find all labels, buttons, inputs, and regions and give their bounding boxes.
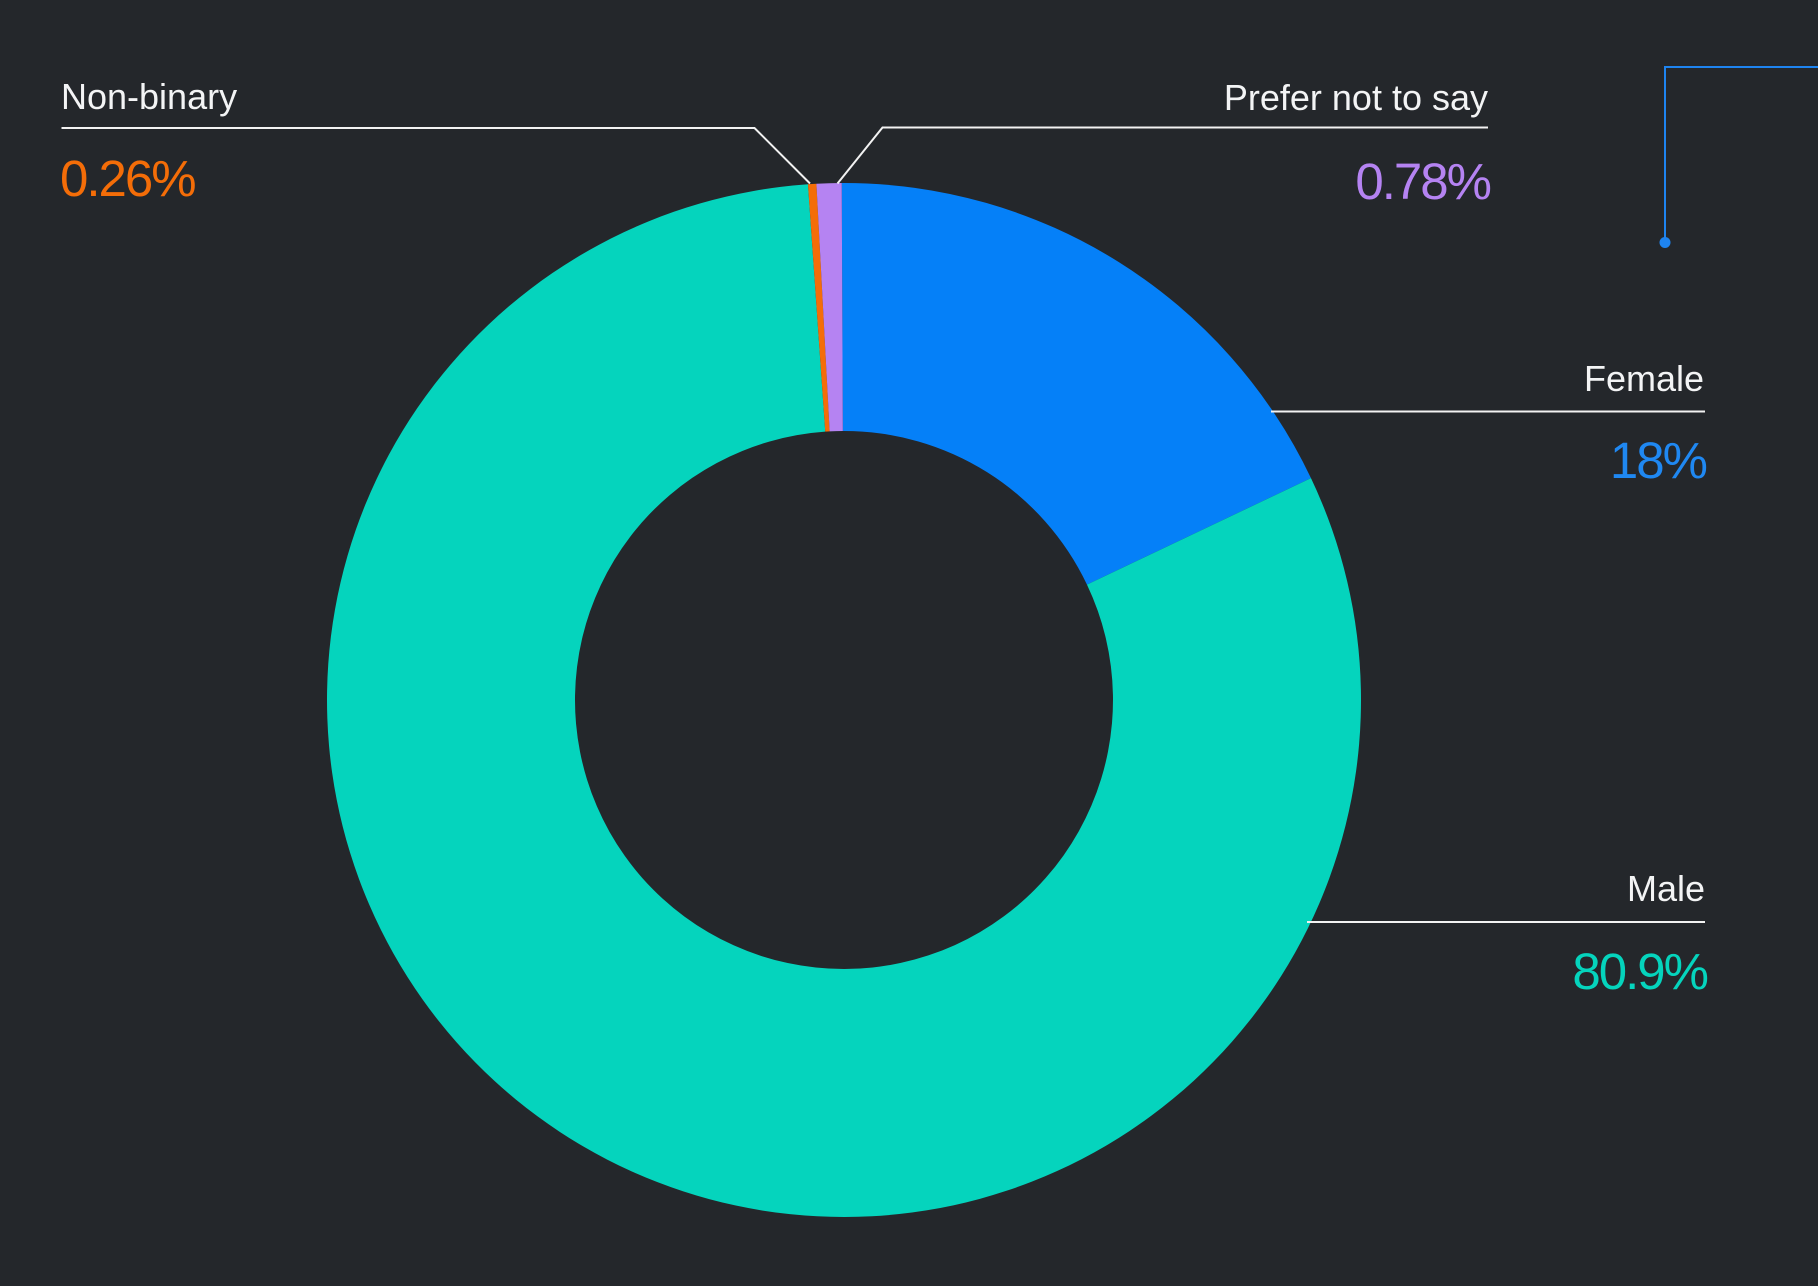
svg-text:Prefer not to say: Prefer not to say — [1224, 77, 1488, 118]
svg-text:Non-binary: Non-binary — [61, 76, 237, 117]
svg-text:80.9%: 80.9% — [1572, 943, 1707, 1000]
svg-text:18%: 18% — [1610, 432, 1707, 489]
svg-text:Male: Male — [1627, 868, 1705, 909]
svg-text:0.78%: 0.78% — [1355, 153, 1490, 210]
svg-text:Female: Female — [1584, 358, 1704, 399]
svg-text:0.26%: 0.26% — [60, 150, 195, 207]
